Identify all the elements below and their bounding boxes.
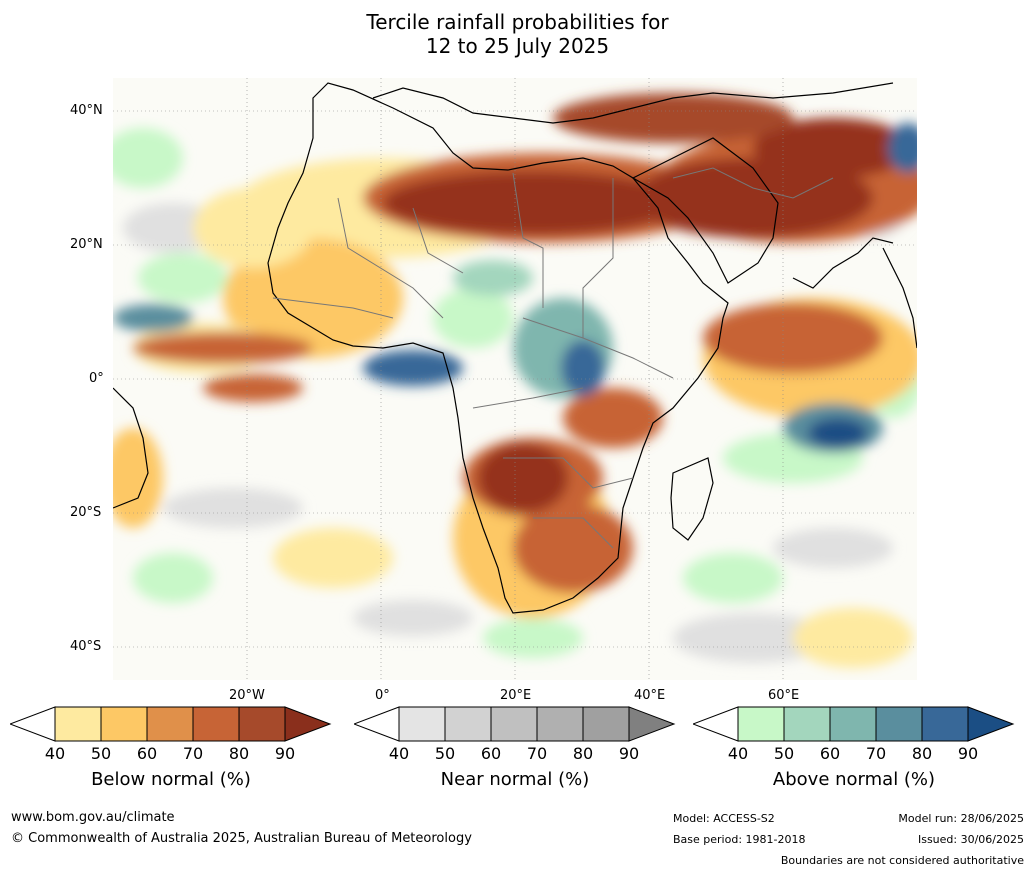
footer-copyright: © Commonwealth of Australia 2025, Austra…	[11, 831, 472, 846]
below-normal-tick-70: 70	[182, 744, 204, 763]
below-normal-tick-40: 40	[44, 744, 66, 763]
map-canvas	[113, 78, 917, 680]
lon-label-20w: 20°W	[229, 688, 265, 703]
above-normal-tick-40: 40	[727, 744, 749, 763]
colorbar-above-normal	[691, 706, 1015, 746]
probability-map	[113, 78, 917, 680]
near-normal-high-arrow	[628, 706, 676, 742]
lat-label-20n: 20°N	[70, 237, 103, 252]
near-normal-tick-50: 50	[434, 744, 456, 763]
colorbar-below-normal-title: Below normal (%)	[91, 769, 251, 790]
lat-label-equator: 0°	[89, 371, 104, 386]
below-normal-tick-80: 80	[228, 744, 250, 763]
below-normal-swatch-5	[238, 706, 286, 742]
above-normal-swatch-1	[737, 706, 785, 742]
probability-field	[113, 93, 917, 668]
coastlines	[113, 82, 917, 614]
near-normal-swatch-5	[582, 706, 630, 742]
above-normal-high-arrow	[967, 706, 1015, 742]
colorbar-near-normal	[352, 706, 676, 746]
below-normal-swatch-2	[100, 706, 148, 742]
near-normal-tick-70: 70	[526, 744, 548, 763]
near-normal-tick-90: 90	[618, 744, 640, 763]
lat-label-20s: 20°S	[70, 505, 102, 520]
below-normal-swatch-4	[192, 706, 240, 742]
above-normal-swatch-4	[875, 706, 923, 742]
chart-title-line2: 12 to 25 July 2025	[425, 34, 610, 58]
colorbar-near-normal-title: Near normal (%)	[440, 769, 590, 790]
colorbar-above-normal-svg	[691, 706, 1015, 742]
footer-issued: Issued: 30/06/2025	[917, 833, 1024, 846]
near-normal-swatch-1	[398, 706, 446, 742]
below-normal-tick-60: 60	[136, 744, 158, 763]
colorbar-below-normal-svg	[8, 706, 332, 742]
above-normal-tick-80: 80	[911, 744, 933, 763]
lat-label-40n: 40°N	[70, 103, 103, 118]
footer-disclaimer: Boundaries are not considered authoritat…	[780, 854, 1024, 867]
near-normal-tick-80: 80	[572, 744, 594, 763]
below-normal-swatch-1	[54, 706, 102, 742]
above-normal-swatch-2	[783, 706, 831, 742]
country-borders	[272, 167, 834, 549]
above-normal-tick-70: 70	[865, 744, 887, 763]
footer-model-run: Model run: 28/06/2025	[898, 812, 1024, 825]
near-normal-tick-40: 40	[388, 744, 410, 763]
near-normal-swatch-4	[536, 706, 584, 742]
lon-label-60e: 60°E	[768, 688, 800, 703]
near-normal-low-arrow	[352, 706, 400, 742]
lon-label-40e: 40°E	[634, 688, 666, 703]
above-normal-swatch-3	[829, 706, 877, 742]
chart-title-line1: Tercile rainfall probabilities for	[366, 10, 669, 34]
above-normal-tick-60: 60	[819, 744, 841, 763]
colorbar-above-normal-title: Above normal (%)	[772, 769, 936, 790]
below-normal-tick-90: 90	[274, 744, 296, 763]
near-normal-swatch-3	[490, 706, 538, 742]
below-normal-tick-50: 50	[90, 744, 112, 763]
above-normal-low-arrow	[691, 706, 739, 742]
below-normal-low-arrow	[8, 706, 56, 742]
footer-website: www.bom.gov.au/climate	[11, 810, 175, 825]
colorbar-near-normal-svg	[352, 706, 676, 742]
below-normal-swatch-3	[146, 706, 194, 742]
above-normal-tick-90: 90	[957, 744, 979, 763]
below-normal-high-arrow	[284, 706, 332, 742]
above-normal-tick-50: 50	[773, 744, 795, 763]
above-normal-swatch-5	[921, 706, 969, 742]
footer-model: Model: ACCESS-S2	[673, 812, 775, 825]
footer-base-period: Base period: 1981-2018	[673, 833, 806, 846]
lon-label-20e: 20°E	[500, 688, 532, 703]
near-normal-swatch-2	[444, 706, 492, 742]
graticule	[113, 78, 917, 680]
lon-label-0: 0°	[375, 688, 390, 703]
colorbar-below-normal	[8, 706, 332, 746]
near-normal-tick-60: 60	[480, 744, 502, 763]
lat-label-40s: 40°S	[70, 639, 102, 654]
